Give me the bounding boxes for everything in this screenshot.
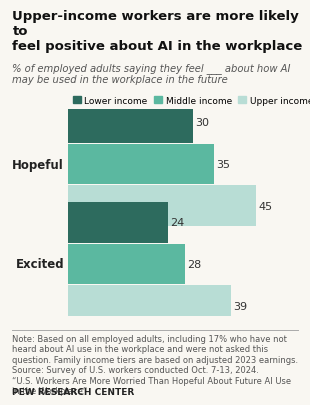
Bar	[68, 186, 256, 226]
Text: 45: 45	[258, 201, 272, 211]
Text: PEW RESEARCH CENTER: PEW RESEARCH CENTER	[12, 387, 135, 396]
Text: 24: 24	[170, 218, 185, 228]
Text: Excited: Excited	[16, 258, 64, 271]
Text: Note: Based on all employed adults, including 17% who have not
heard about AI us: Note: Based on all employed adults, incl…	[12, 334, 299, 395]
Bar	[68, 244, 185, 285]
Text: Hopeful: Hopeful	[12, 158, 64, 171]
Text: 39: 39	[233, 301, 247, 311]
Bar	[68, 103, 193, 143]
Text: 28: 28	[187, 259, 202, 269]
Bar	[68, 286, 231, 326]
Bar	[68, 202, 168, 243]
Text: 30: 30	[196, 118, 210, 128]
Text: 35: 35	[216, 160, 230, 170]
Legend: Lower income, Middle income, Upper income: Lower income, Middle income, Upper incom…	[73, 96, 310, 105]
Bar	[68, 145, 214, 185]
Text: % of employed adults saying they feel ___ about how AI
may be used in the workpl: % of employed adults saying they feel __…	[12, 63, 291, 85]
Text: Upper-income workers are more likely to
feel positive about AI in the workplace: Upper-income workers are more likely to …	[12, 10, 303, 53]
